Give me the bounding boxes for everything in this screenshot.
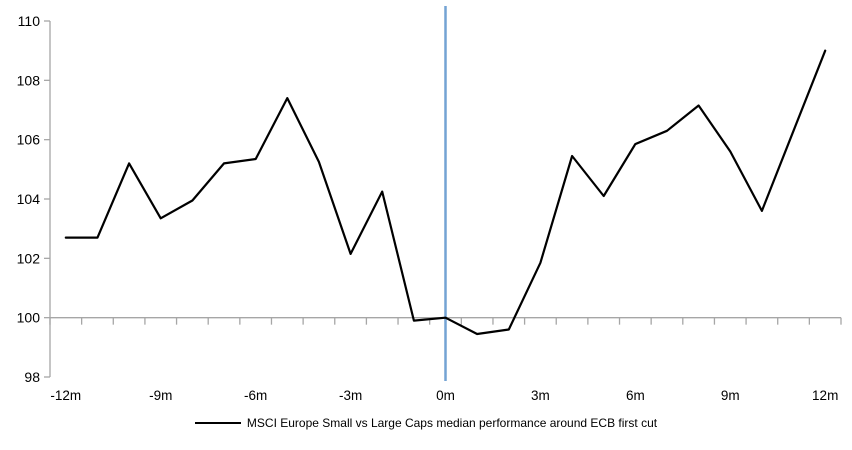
y-tick-label: 100 (17, 310, 41, 326)
y-tick-label: 98 (24, 369, 40, 385)
x-tick-label: -12m (50, 388, 81, 403)
x-tick-label: 6m (626, 388, 645, 403)
legend-label: MSCI Europe Small vs Large Caps median p… (246, 416, 658, 430)
y-tick-label: 106 (17, 132, 41, 148)
legend-line-swatch (194, 422, 241, 424)
y-tick-label: 108 (17, 72, 41, 88)
x-tick-label: 9m (721, 388, 740, 403)
x-tick-label: 0m (436, 388, 455, 403)
x-tick-label: -9m (149, 388, 172, 403)
x-tick-label: -3m (339, 388, 362, 403)
x-tick-label: 12m (812, 388, 838, 403)
y-tick-label: 110 (18, 13, 41, 29)
series-line (64, 49, 827, 336)
legend: MSCI Europe Small vs Large Caps median p… (0, 413, 852, 433)
y-tick-label: 104 (17, 191, 41, 207)
x-tick-label: 3m (531, 388, 550, 403)
line-chart: 98 100 102 104 106 108 110 -12m -9m -6m -3m 0m 3m 6m 9… (17, 6, 842, 403)
y-tick-label: 102 (17, 250, 41, 266)
x-tick-label: -6m (244, 388, 267, 403)
